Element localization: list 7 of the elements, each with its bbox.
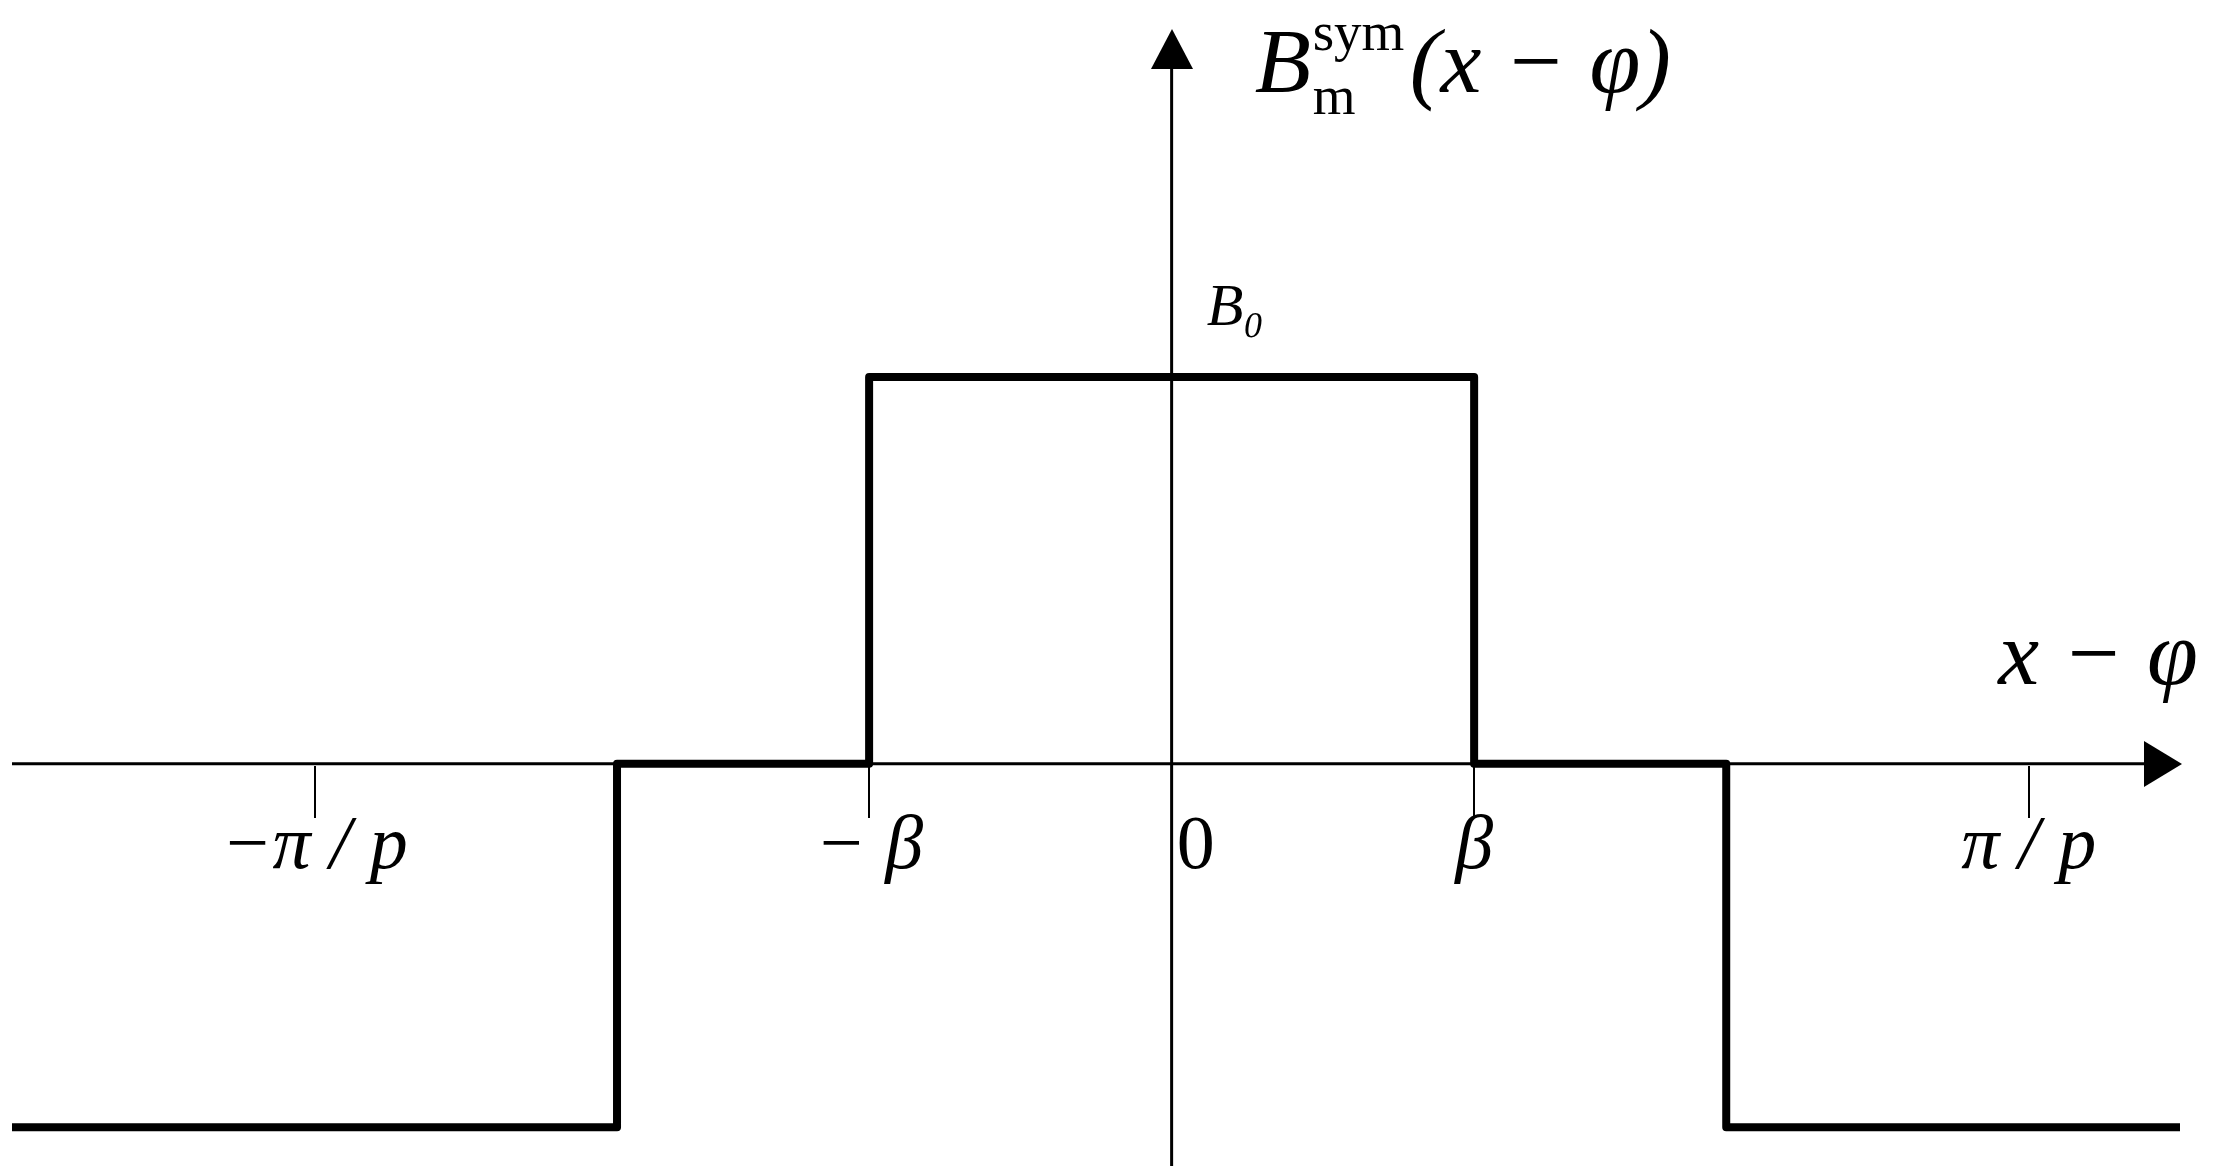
- x-tick-label: − β: [815, 799, 924, 884]
- x-tick-label: β: [1453, 799, 1494, 884]
- x-tick-label: π / p: [1961, 799, 2097, 884]
- x-axis-title: x − φ: [1996, 601, 2198, 704]
- x-tick-label: 0: [1176, 799, 1215, 884]
- x-tick-label: −π / p: [221, 799, 408, 884]
- annotation: B₀: [1206, 272, 1265, 339]
